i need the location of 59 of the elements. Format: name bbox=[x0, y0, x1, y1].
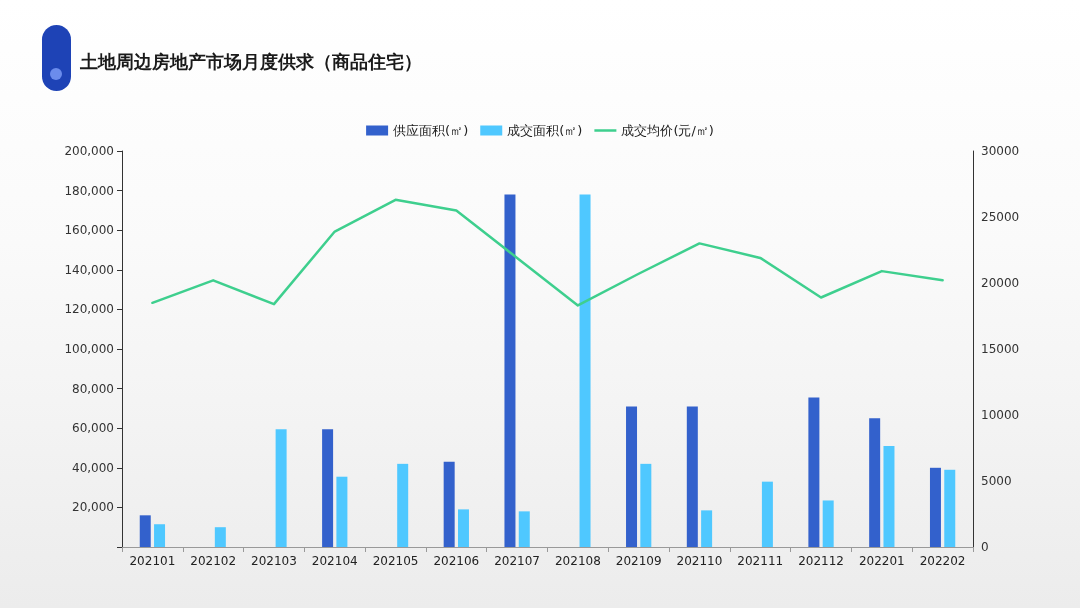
y-tick-label: 100,000 bbox=[64, 342, 114, 356]
bar bbox=[640, 463, 652, 547]
legend-label: 成交均价(元/㎡) bbox=[621, 123, 714, 138]
bar bbox=[504, 194, 516, 547]
y-tick-label: 60,000 bbox=[72, 421, 114, 436]
x-tick-label: 202108 bbox=[554, 554, 601, 568]
y-tick-label: 120,000 bbox=[64, 302, 114, 317]
y2-tick-label: 30000 bbox=[981, 144, 1020, 158]
y-tick-label: 160,000 bbox=[64, 223, 114, 238]
x-tick-label: 202201 bbox=[858, 554, 905, 568]
bar bbox=[808, 397, 820, 547]
x-tick-label: 202102 bbox=[190, 554, 237, 568]
x-tick-label: 202103 bbox=[251, 554, 297, 568]
x-tick-label: 202111 bbox=[737, 554, 784, 568]
y2-tick-label: 15000 bbox=[981, 342, 1020, 356]
bar bbox=[869, 418, 881, 547]
bar bbox=[457, 509, 469, 547]
bar bbox=[929, 467, 941, 547]
y2-tick-label: 25000 bbox=[981, 210, 1020, 224]
x-tick-label: 202110 bbox=[676, 554, 723, 568]
y2-tick-label: 5000 bbox=[981, 474, 1012, 488]
bar bbox=[686, 406, 698, 547]
x-tick-label: 202105 bbox=[372, 554, 419, 568]
chart-title: 土地周边房地产市场月度供求（商品住宅） bbox=[79, 50, 422, 72]
legend-label: 供应面积(㎡) bbox=[393, 123, 469, 138]
x-tick-label: 202101 bbox=[129, 554, 176, 568]
y2-tick-label: 10000 bbox=[981, 408, 1020, 422]
y-tick-label: 40,000 bbox=[72, 460, 114, 475]
bar bbox=[443, 461, 455, 547]
bar bbox=[761, 481, 773, 547]
y2-tick-label: 0 bbox=[981, 540, 989, 554]
y-tick-label: 80,000 bbox=[72, 381, 114, 396]
bar bbox=[397, 463, 409, 547]
x-tick-label: 202104 bbox=[311, 554, 358, 568]
bar bbox=[579, 194, 591, 547]
x-tick-label: 202106 bbox=[433, 554, 480, 568]
x-tick-label: 202202 bbox=[919, 554, 966, 568]
y-tick-label: 180,000 bbox=[64, 183, 114, 198]
bar bbox=[822, 500, 834, 547]
y-tick-label: 200,000 bbox=[64, 144, 114, 158]
bar bbox=[214, 527, 226, 547]
bar bbox=[518, 511, 530, 547]
bar bbox=[701, 510, 713, 547]
y-tick-label: 20,000 bbox=[72, 500, 114, 515]
bar bbox=[139, 515, 151, 547]
y2-tick-label: 20000 bbox=[981, 276, 1020, 290]
x-tick-label: 202107 bbox=[494, 554, 541, 568]
y-tick-label: 140,000 bbox=[64, 262, 114, 277]
legend-label: 成交面积(㎡) bbox=[507, 123, 583, 138]
x-tick-label: 202109 bbox=[615, 554, 662, 568]
bar bbox=[275, 429, 287, 547]
bar bbox=[154, 524, 166, 547]
bar bbox=[336, 476, 348, 547]
bar bbox=[626, 406, 638, 547]
bar bbox=[322, 429, 334, 547]
x-tick-label: 202112 bbox=[798, 554, 844, 568]
bar bbox=[944, 469, 956, 547]
bar bbox=[883, 446, 895, 547]
line-series bbox=[151, 198, 944, 307]
